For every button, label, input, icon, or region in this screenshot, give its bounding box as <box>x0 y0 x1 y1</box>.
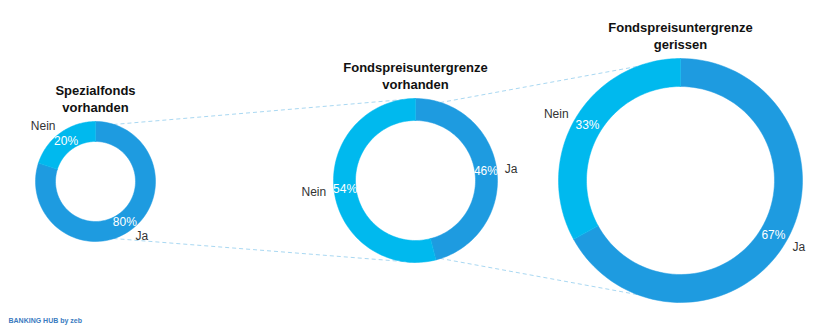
svg-text:Ja: Ja <box>505 162 518 176</box>
svg-text:Fondspreisuntergrenzegerissen: Fondspreisuntergrenzegerissen <box>608 20 752 51</box>
svg-text:Fondspreisuntergrenzevorhanden: Fondspreisuntergrenzevorhanden <box>343 60 487 91</box>
svg-text:Nein: Nein <box>302 185 327 199</box>
svg-text:Nein: Nein <box>544 107 569 121</box>
svg-text:Ja: Ja <box>792 240 805 254</box>
svg-text:20%: 20% <box>54 134 78 148</box>
svg-text:54%: 54% <box>333 182 357 196</box>
svg-text:Spezialfondsvorhanden: Spezialfondsvorhanden <box>55 83 135 114</box>
svg-text:BANKING HUB by zeb: BANKING HUB by zeb <box>9 317 83 325</box>
svg-text:Nein: Nein <box>31 119 56 133</box>
svg-text:Ja: Ja <box>135 229 148 243</box>
svg-text:80%: 80% <box>113 215 137 229</box>
svg-text:67%: 67% <box>761 228 785 242</box>
svg-text:33%: 33% <box>576 118 600 132</box>
svg-text:46%: 46% <box>474 164 498 178</box>
